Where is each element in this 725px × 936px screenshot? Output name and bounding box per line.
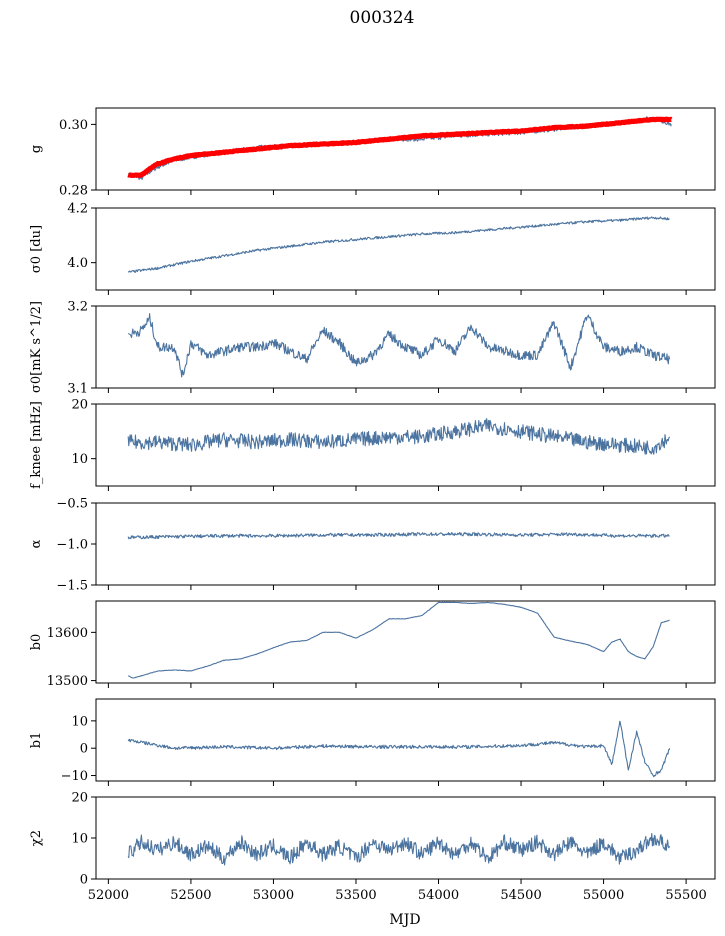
x-tick-label: 55000	[583, 888, 624, 903]
y-tick-label: 3.1	[67, 382, 88, 397]
y-tick-label: 20	[71, 791, 88, 806]
y-tick-label: −1.0	[56, 538, 88, 553]
x-axis-label: MJD	[389, 912, 420, 928]
series-line	[127, 832, 671, 866]
x-tick-label: 55500	[665, 888, 706, 903]
y-tick-label: 0.28	[59, 184, 88, 199]
panel-frame	[95, 600, 716, 684]
panel-frame	[95, 207, 716, 291]
series-line-red	[126, 116, 674, 179]
panel-frame	[95, 796, 716, 880]
series-line	[127, 216, 670, 273]
x-tick-label: 52000	[88, 888, 129, 903]
y-axis-label: b1	[29, 732, 44, 749]
y-axis-label: χ2	[29, 830, 44, 846]
series-line	[127, 532, 670, 540]
panel-8: 0 10 20 52000 52500 53000 53500 54000 54500 55000…	[29, 791, 716, 903]
series-line	[127, 720, 671, 778]
panel-frame	[95, 403, 716, 487]
y-axis-label: f_knee [mHz]	[29, 401, 44, 489]
y-tick-label: 10	[71, 832, 88, 847]
x-tick-label: 53500	[335, 888, 376, 903]
x-tick-label: 52500	[170, 888, 211, 903]
panel-5: −1.5 −1.0 −0.5 α	[29, 497, 716, 594]
y-tick-label: 10	[71, 452, 88, 467]
x-tick-label: 53000	[253, 888, 294, 903]
panel-frame	[95, 107, 716, 191]
panels-group: 0.28 0.30 g 4.0 4.2 σ0 [du] 3.1 3.2 σ0[mK s^1/2]…	[29, 107, 716, 903]
y-tick-label: 0.30	[59, 118, 88, 133]
y-tick-label: 3.2	[67, 300, 88, 315]
panel-3: 3.1 3.2 σ0[mK s^1/2]	[29, 300, 716, 397]
y-axis-label: b0	[29, 634, 44, 651]
y-tick-label: 4.2	[67, 202, 88, 217]
y-tick-label: −0.5	[56, 497, 88, 512]
y-axis-label: α	[29, 539, 44, 548]
y-tick-label: 0	[80, 742, 88, 757]
y-tick-label: 4.0	[67, 256, 88, 271]
y-tick-label: 20	[71, 398, 88, 413]
panel-frame	[95, 502, 716, 586]
series-line	[128, 601, 670, 679]
panel-2: 4.0 4.2 σ0 [du]	[29, 202, 716, 295]
x-tick-label: 54000	[418, 888, 459, 903]
y-tick-label: 10	[71, 714, 88, 729]
series-line	[127, 418, 671, 455]
x-tick-label: 54500	[500, 888, 541, 903]
panel-frame	[95, 698, 716, 782]
panel-4: 10 20 f_knee [mHz]	[29, 398, 716, 491]
y-tick-label: 13600	[47, 626, 88, 641]
series-line	[127, 313, 671, 378]
panel-frame	[95, 305, 716, 389]
y-tick-label: 13500	[47, 674, 88, 689]
panel-7: −10 0 10 b1	[29, 698, 716, 786]
figure-title: 000324	[350, 8, 415, 28]
y-tick-label: −10	[61, 769, 88, 784]
y-axis-label: σ0 [du]	[29, 225, 44, 273]
y-tick-label: −1.5	[56, 579, 88, 594]
y-axis-label: g	[29, 145, 44, 153]
y-tick-label: 0	[80, 873, 88, 888]
y-axis-label: σ0[mK s^1/2]	[29, 301, 44, 393]
panel-1: 0.28 0.30 g	[29, 107, 716, 199]
